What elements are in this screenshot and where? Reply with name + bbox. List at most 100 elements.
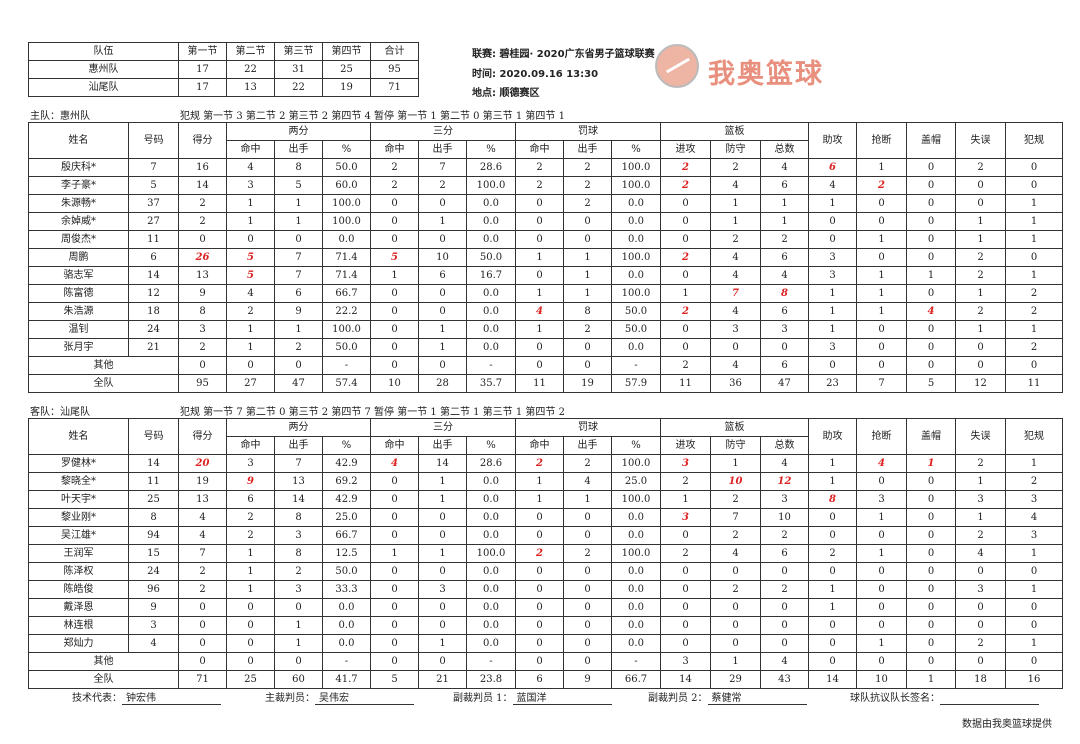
stat-cell: 0 [906, 562, 956, 581]
stat-cell: 1 [906, 266, 956, 285]
stat-cell: 0.0 [466, 490, 516, 509]
stat-cell: 9 [274, 302, 323, 321]
stat-cell: 0 [808, 212, 857, 231]
stat-cell: 2 [563, 176, 612, 195]
stat-cell: 4 [906, 302, 956, 321]
subheader-pct: % [322, 436, 371, 455]
stat-cell: 0 [178, 616, 227, 635]
stat-cell: 100.0 [322, 212, 371, 231]
stat-cell: 0 [808, 508, 857, 527]
player-name: 李子豪* [28, 176, 129, 195]
stat-cell: 2 [274, 562, 323, 581]
stat-cell: 0.0 [611, 230, 661, 249]
stat-cell: 3 [856, 490, 907, 509]
stat-cell: 6 [760, 248, 809, 267]
stat-cell: 4 [856, 454, 907, 473]
stat-cell: 1 [808, 598, 857, 617]
tech-rep-value: 钟宏伟 [122, 689, 221, 705]
stat-cell: 2 [710, 526, 761, 545]
subheader-pct: % [466, 436, 516, 455]
stat-cell: 1 [418, 320, 467, 339]
stat-cell: 4 [760, 266, 809, 285]
stat-cell: 0 [808, 356, 857, 375]
stat-cell: 0.0 [322, 598, 371, 617]
header-row: 姓名 号码 得分 两分 三分 罚球 篮板 助攻 抢断 盖帽 失误 犯规 [28, 122, 1063, 159]
stat-cell: 0 [1005, 158, 1063, 177]
player-number: 18 [128, 302, 179, 321]
stat-cell: 25.0 [611, 472, 661, 491]
stat-cell: 0 [955, 652, 1006, 671]
stat-cell: 0 [856, 194, 907, 213]
stat-cell: 1 [856, 634, 907, 653]
stat-cell: 0 [660, 562, 711, 581]
subheader-total: 总数 [760, 436, 809, 455]
stat-cell: 20 [178, 454, 227, 473]
stat-cell: 0 [515, 634, 564, 653]
stat-cell: 0 [370, 508, 419, 527]
header-blk: 盖帽 [906, 418, 956, 455]
stat-cell: 0 [515, 598, 564, 617]
stat-cell: 0.0 [611, 508, 661, 527]
team-label: 全队 [28, 374, 179, 393]
stat-cell: 0 [1005, 356, 1063, 375]
stat-cell: 0 [1005, 652, 1063, 671]
stat-cell: 28 [418, 374, 467, 393]
umpire-1-value: 蓝国洋 [512, 689, 612, 705]
header-number: 号码 [128, 122, 179, 159]
stat-cell: 13 [274, 472, 323, 491]
stat-cell: 0 [1005, 176, 1063, 195]
stat-cell: 0 [856, 338, 907, 357]
team-name: 惠州队 [28, 60, 179, 79]
stat-cell: 1 [808, 472, 857, 491]
subheader-att: 出手 [418, 436, 467, 455]
stat-cell: 3 [710, 320, 761, 339]
stat-cell: 22.2 [322, 302, 371, 321]
header-group-reb: 篮板 [660, 418, 809, 437]
stat-cell: 0 [906, 544, 956, 563]
stat-cell: 0 [808, 634, 857, 653]
stat-cell: 0 [660, 616, 711, 635]
stat-cell: 71.4 [322, 248, 371, 267]
subheader-att: 出手 [563, 436, 612, 455]
subheader-row: 命中 出手% 命中 出手% 命中 出手% 进攻 防守 总数 [29, 436, 1063, 455]
stat-cell: 4 [808, 176, 857, 195]
stat-cell: 2 [226, 508, 275, 527]
stat-cell: 0 [226, 230, 275, 249]
stat-cell: 1 [856, 302, 907, 321]
stat-cell: 0 [226, 616, 275, 635]
stat-cell: 0 [856, 598, 907, 617]
captain-signature-line [940, 693, 1039, 705]
stat-cell: 0 [418, 598, 467, 617]
stat-cell: 100.0 [611, 284, 661, 303]
header-group-three: 三分 [370, 122, 516, 141]
player-number: 24 [128, 562, 179, 581]
stat-cell: 0.0 [322, 616, 371, 635]
stat-cell: 1 [710, 194, 761, 213]
player-name: 陈富德 [28, 284, 129, 303]
stat-cell: 0 [906, 338, 956, 357]
stat-cell: 0 [563, 212, 612, 231]
data-credit: 数据由我奥篮球提供 [962, 719, 1052, 730]
quarter-score: 19 [322, 78, 371, 97]
stat-cell: 21 [418, 670, 467, 689]
stat-cell: 0.0 [466, 580, 516, 599]
stat-cell: 4 [760, 158, 809, 177]
stat-cell: 0 [515, 212, 564, 231]
stat-cell: 0 [856, 652, 907, 671]
stat-cell: 2 [710, 580, 761, 599]
stat-cell: 0.0 [611, 634, 661, 653]
player-name: 陈泽权 [28, 562, 129, 581]
stat-cell: 0 [515, 580, 564, 599]
stat-cell: 0 [563, 230, 612, 249]
player-name: 黎晓全* [28, 472, 129, 491]
stat-cell: 71.4 [322, 266, 371, 285]
stat-cell: 1 [808, 454, 857, 473]
stat-cell: 4 [370, 454, 419, 473]
stat-cell: 1 [1005, 580, 1063, 599]
header-group-ft: 罚球 [515, 122, 661, 141]
stat-cell: 2 [955, 302, 1006, 321]
stat-cell: 0 [955, 562, 1006, 581]
stat-cell: 4 [710, 544, 761, 563]
player-number: 21 [128, 338, 179, 357]
player-row: 王润军 15 7 1 8 12.5 1 1 100.0 2 2 100.0 2 4 6 2 1 0 4 1 [28, 544, 1063, 563]
